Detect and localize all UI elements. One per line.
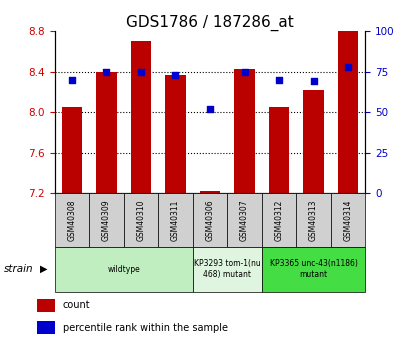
Bar: [96, 71, 117, 193]
Bar: [269, 107, 289, 193]
Point: [276, 77, 282, 82]
Bar: [55, 247, 193, 292]
Point: [241, 69, 248, 74]
Point: [345, 64, 352, 69]
Point: [103, 69, 110, 74]
Bar: [262, 247, 365, 292]
Point: [68, 77, 75, 82]
Point: [207, 106, 213, 112]
Bar: [131, 41, 151, 193]
Bar: [165, 75, 186, 193]
Point: [172, 72, 179, 78]
Text: GSM40313: GSM40313: [309, 199, 318, 241]
Bar: [234, 69, 255, 193]
Text: GSM40309: GSM40309: [102, 199, 111, 241]
Bar: [227, 193, 262, 247]
Title: GDS1786 / 187286_at: GDS1786 / 187286_at: [126, 15, 294, 31]
Text: KP3365 unc-43(n1186)
mutant: KP3365 unc-43(n1186) mutant: [270, 259, 357, 279]
Text: wildtype: wildtype: [107, 265, 140, 274]
Point: [138, 69, 144, 74]
Bar: [303, 90, 324, 193]
Bar: [158, 193, 193, 247]
Text: GSM40308: GSM40308: [67, 199, 76, 241]
Bar: [331, 193, 365, 247]
Bar: [89, 193, 123, 247]
Text: GSM40312: GSM40312: [275, 199, 284, 240]
Bar: [193, 193, 227, 247]
Text: ▶: ▶: [40, 264, 47, 274]
Text: GSM40311: GSM40311: [171, 199, 180, 240]
Text: GSM40306: GSM40306: [205, 199, 215, 241]
Point: [310, 79, 317, 84]
Bar: [37, 299, 55, 312]
Bar: [200, 191, 221, 193]
Text: GSM40314: GSM40314: [344, 199, 353, 241]
Text: count: count: [63, 300, 90, 310]
Text: strain: strain: [4, 264, 34, 274]
Text: KP3293 tom-1(nu
468) mutant: KP3293 tom-1(nu 468) mutant: [194, 259, 261, 279]
Bar: [262, 193, 297, 247]
Bar: [297, 193, 331, 247]
Text: GSM40307: GSM40307: [240, 199, 249, 241]
Text: GSM40310: GSM40310: [136, 199, 145, 241]
Bar: [123, 193, 158, 247]
Bar: [338, 31, 359, 193]
Bar: [193, 247, 262, 292]
Text: percentile rank within the sample: percentile rank within the sample: [63, 323, 228, 333]
Bar: [55, 193, 89, 247]
Bar: [61, 107, 82, 193]
Bar: [37, 322, 55, 334]
